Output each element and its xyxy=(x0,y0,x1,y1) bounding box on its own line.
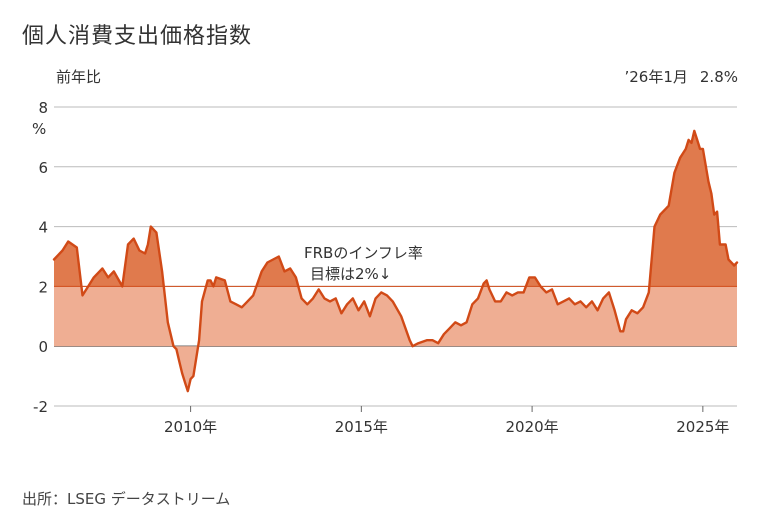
source-note: 出所：LSEG データストリーム xyxy=(22,490,231,508)
y-tick-label: 4 xyxy=(38,219,48,237)
latest-value: 2.8% xyxy=(699,68,738,86)
latest-reading: ’26年1月 2.8% xyxy=(612,66,738,87)
area-fills xyxy=(54,130,737,392)
y-tick-label: 2 xyxy=(38,278,48,296)
y-tick-label: -2 xyxy=(33,398,48,416)
area-above-target xyxy=(54,130,737,287)
y-tick-label: 6 xyxy=(38,159,48,177)
target-annotation-line1: FRBのインフレ率 xyxy=(304,244,423,262)
series-lines xyxy=(52,129,739,393)
series-line-pce xyxy=(52,129,739,393)
tick-labels: -2 0 2 4 6 8 2010年 2015年 2020年 2025年 xyxy=(33,99,729,436)
latest-label: ’26年1月 xyxy=(624,68,688,86)
area-below-target xyxy=(54,286,737,392)
y-tick-label: 8 xyxy=(38,99,48,117)
chart-title: 個人消費支出価格指数 xyxy=(22,24,253,49)
y-unit-label: % xyxy=(32,120,46,138)
target-annotation-line2: 目標は2%↓ xyxy=(310,265,391,283)
x-tick-label: 2025年 xyxy=(676,418,729,436)
x-tick-label: 2010年 xyxy=(164,418,217,436)
y-axis-label: 前年比 xyxy=(56,68,102,86)
y-tick-label: 0 xyxy=(38,338,48,356)
x-tick-label: 2015年 xyxy=(335,418,388,436)
x-tick-label: 2020年 xyxy=(506,418,559,436)
